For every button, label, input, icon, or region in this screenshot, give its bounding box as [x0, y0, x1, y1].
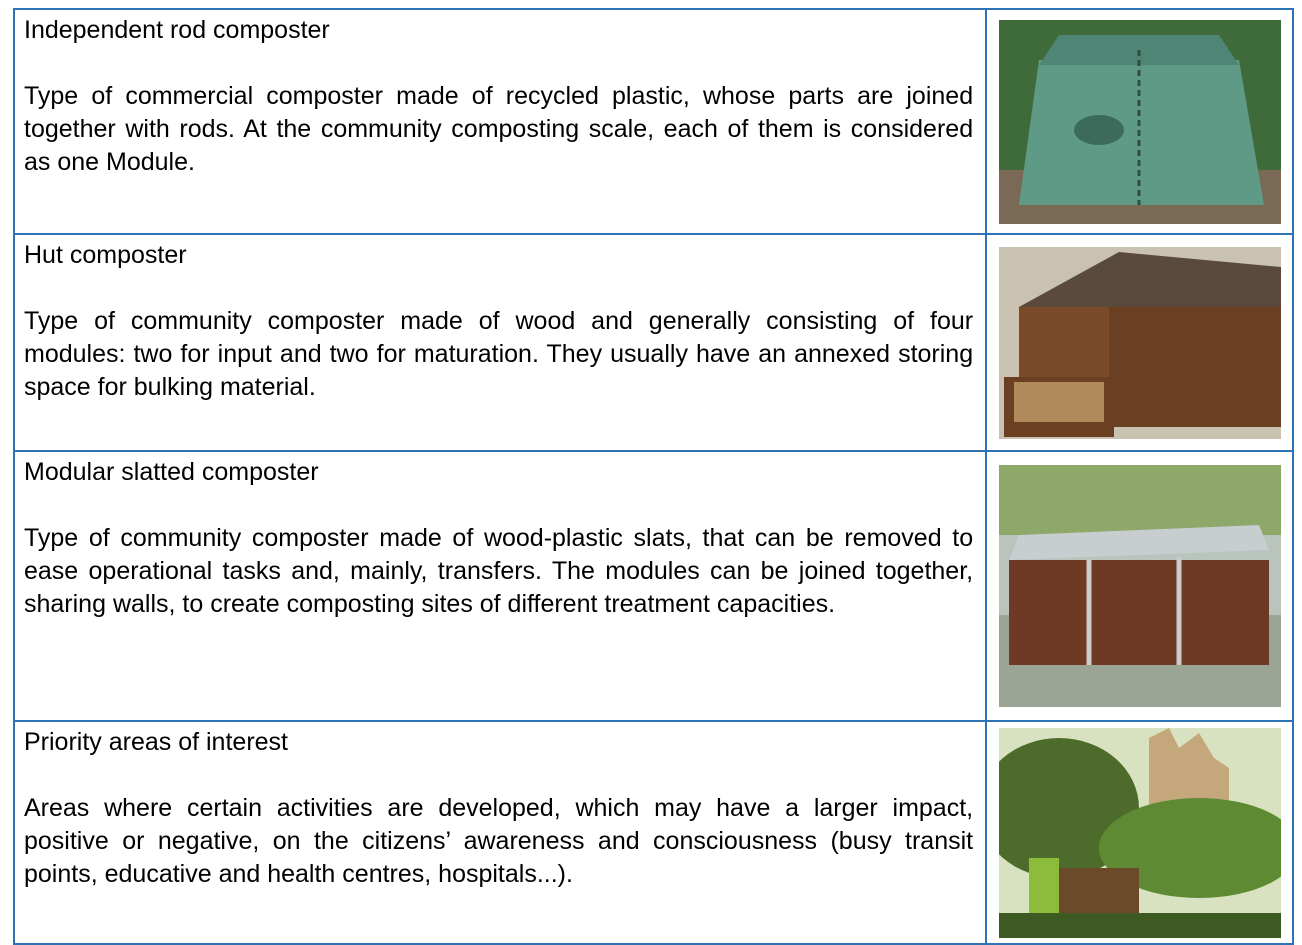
text-cell: Hut composter Type of community composte… — [12, 233, 988, 452]
image-cell — [985, 450, 1294, 722]
term: Modular slatted composter — [24, 458, 319, 486]
definition: Areas where certain activities are devel… — [24, 794, 974, 888]
image-cell — [985, 233, 1294, 452]
photo — [998, 727, 1281, 938]
term: Priority areas of interest — [24, 728, 288, 756]
glossary-table: Independent rod composter Type of commer… — [12, 8, 1294, 945]
row: Independent rod composter Type of commer… — [12, 8, 1294, 235]
photo — [998, 465, 1281, 707]
row: Modular slatted composter Type of commun… — [12, 450, 1294, 722]
definition: Type of commercial composter made of rec… — [24, 82, 974, 176]
row: Hut composter Type of community composte… — [12, 233, 1294, 452]
image-cell — [985, 8, 1294, 235]
text-cell: Modular slatted composter Type of commun… — [12, 450, 988, 722]
photo — [998, 246, 1281, 439]
text-cell: Independent rod composter Type of commer… — [12, 8, 988, 235]
image-cell — [985, 720, 1294, 945]
definition: Type of community composter made of wood… — [24, 524, 974, 618]
photo — [998, 19, 1281, 224]
term: Hut composter — [24, 241, 187, 269]
row: Priority areas of interest Areas where c… — [12, 720, 1294, 945]
text-cell: Priority areas of interest Areas where c… — [12, 720, 988, 945]
definition: Type of community composter made of wood… — [24, 307, 974, 401]
term: Independent rod composter — [24, 16, 330, 44]
